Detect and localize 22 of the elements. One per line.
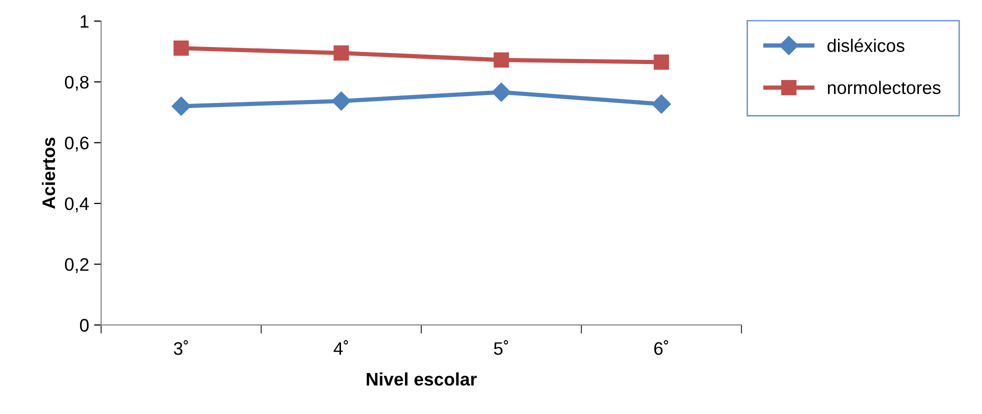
x-tick-label: 5˚ <box>494 340 508 355</box>
point <box>492 82 511 102</box>
point <box>172 96 191 116</box>
legend-label: disléxicos <box>828 38 904 52</box>
x-tick-label: 3˚ <box>174 340 188 355</box>
point <box>334 45 349 61</box>
y-axis-title: Aciertos <box>42 138 56 209</box>
y-tick-label: 0 <box>80 318 89 332</box>
point <box>332 92 351 111</box>
y-tick-label: 0,2 <box>64 258 88 274</box>
point <box>494 52 509 68</box>
x-tick-label: 4˚ <box>334 340 348 355</box>
point <box>654 54 670 70</box>
x-axis-title: Nivel escolar <box>366 372 477 386</box>
y-tick-label: 0,6 <box>64 136 89 152</box>
x-tick-label: 6˚ <box>654 340 668 355</box>
point <box>174 40 189 56</box>
y-tick-label: 0,8 <box>64 76 89 91</box>
y-tick-label: 1 <box>80 15 88 28</box>
legend-label: normolectores <box>828 80 940 94</box>
y-tick-label: 0,4 <box>64 197 89 212</box>
point <box>652 94 671 114</box>
